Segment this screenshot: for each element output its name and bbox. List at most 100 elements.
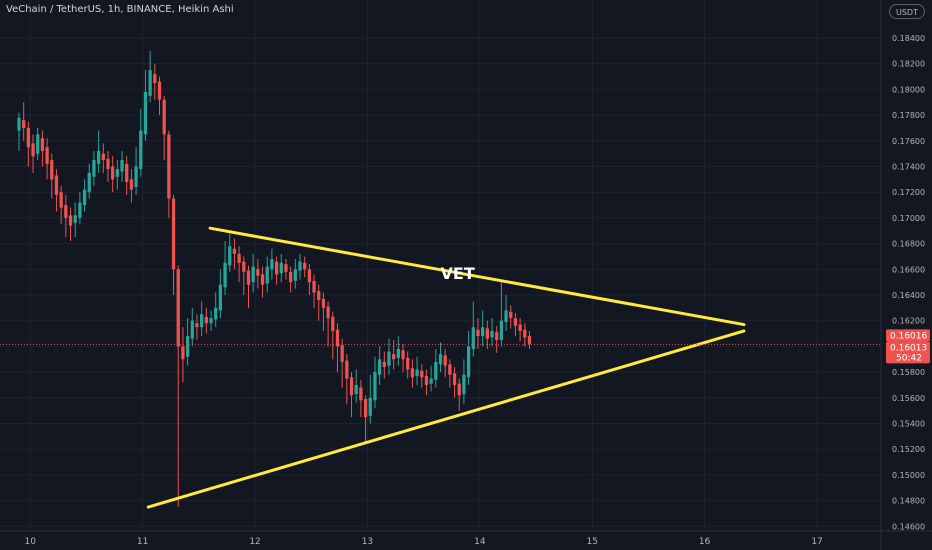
candle-body	[214, 307, 218, 320]
candle-body	[190, 320, 194, 339]
candle-body	[466, 346, 471, 378]
candle-body	[106, 158, 110, 170]
candle-body	[143, 91, 148, 135]
candle	[527, 330, 532, 349]
candle	[96, 130, 101, 173]
trendline-upper[interactable]	[208, 226, 746, 327]
candle-body	[452, 373, 457, 385]
currency-badge[interactable]: USDT	[889, 4, 925, 19]
candle	[246, 265, 251, 308]
candle	[125, 156, 129, 195]
candle-body	[22, 120, 26, 128]
candle	[396, 336, 400, 366]
candle	[288, 266, 293, 293]
candle	[499, 282, 504, 347]
candle	[92, 151, 96, 186]
candle	[59, 185, 63, 225]
candle-body	[251, 266, 255, 283]
candle	[340, 338, 344, 388]
candle-body	[476, 329, 480, 337]
candle	[345, 354, 349, 405]
last-price-tag	[886, 329, 930, 342]
x-tick-label: 16	[699, 537, 711, 547]
y-tick-label: 0.18200	[892, 60, 925, 69]
candle-body	[312, 280, 316, 293]
previous-price-tag	[886, 341, 930, 364]
candle	[354, 369, 358, 403]
candle-body	[96, 151, 101, 164]
candle-body	[256, 269, 260, 276]
candle-body	[420, 370, 424, 378]
candle	[331, 311, 335, 360]
y-tick-label: 0.15200	[892, 445, 925, 454]
candle	[317, 284, 321, 321]
candle	[523, 323, 527, 347]
candle	[31, 134, 35, 173]
candle	[270, 248, 274, 280]
candle	[129, 169, 134, 203]
candle-body	[223, 262, 227, 288]
candle	[387, 338, 391, 375]
trendline-lower[interactable]	[146, 329, 746, 509]
x-tick-label: 12	[249, 537, 260, 547]
candle-body	[195, 323, 199, 328]
candle-body	[115, 169, 119, 177]
previous-price-tag-text: 0.16013	[890, 343, 927, 353]
candle	[284, 259, 288, 280]
candle	[471, 301, 475, 357]
candle-body	[78, 202, 82, 218]
candle	[466, 330, 471, 385]
candle	[87, 163, 91, 199]
candle	[377, 346, 382, 385]
candle	[429, 365, 433, 392]
x-tick-label: 14	[474, 537, 486, 547]
time-axis[interactable]: 10 11 12 13 14 15 16 17	[0, 530, 932, 547]
trendlines[interactable]	[146, 226, 746, 509]
candle-body	[303, 262, 307, 270]
candle	[78, 192, 82, 225]
candle-body	[462, 374, 466, 394]
last-price-tag-text: 0.16016	[890, 331, 927, 341]
candle-body	[429, 378, 433, 384]
candle	[279, 253, 283, 283]
candle	[260, 266, 265, 298]
candle-body	[274, 261, 279, 275]
candle-body	[64, 205, 68, 218]
x-tick-label: 13	[362, 537, 373, 547]
candle	[326, 301, 330, 347]
candle-body	[82, 189, 87, 206]
candle	[73, 202, 77, 238]
x-tick-label: 17	[811, 537, 822, 547]
candle-countdown: 50:42	[896, 353, 922, 363]
candle-body	[232, 248, 237, 254]
candle	[476, 318, 480, 349]
candle	[209, 310, 213, 331]
candle-body	[443, 355, 447, 366]
candle	[293, 259, 297, 289]
candle-body	[288, 271, 293, 283]
candle	[518, 318, 522, 342]
candle-body	[176, 269, 180, 347]
candle-body	[101, 153, 105, 161]
candle	[457, 378, 461, 411]
candle-body	[181, 346, 185, 360]
candle	[111, 156, 115, 193]
candle-body	[490, 330, 494, 338]
candle	[190, 307, 194, 347]
candle	[321, 292, 326, 331]
candle-body	[448, 364, 452, 375]
candle	[401, 343, 405, 373]
candle	[214, 292, 218, 328]
candle-body	[54, 175, 59, 195]
candle	[274, 256, 279, 285]
candle	[481, 310, 485, 347]
candle	[448, 359, 452, 388]
candle	[420, 364, 424, 388]
candle-body	[87, 172, 91, 193]
candle-body	[153, 73, 157, 83]
candle	[242, 256, 246, 295]
vet-annotation[interactable]: VET	[441, 264, 475, 283]
candle-body	[40, 138, 45, 152]
candle	[303, 256, 307, 278]
